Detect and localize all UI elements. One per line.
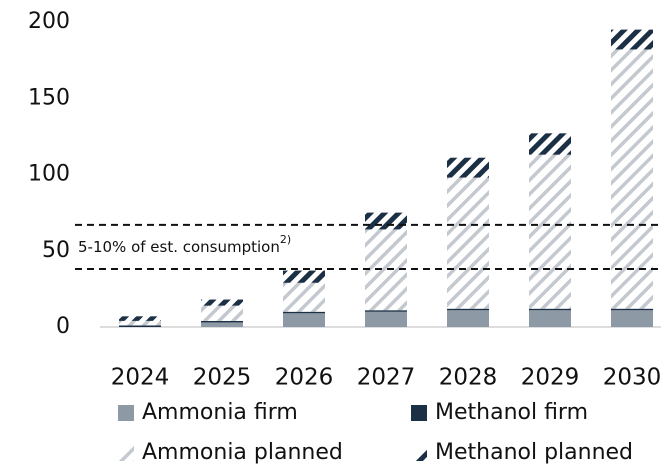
bar-segment — [447, 308, 489, 311]
y-tick-label: 100 — [28, 162, 70, 187]
bar-segment — [283, 313, 325, 327]
legend-label: Methanol planned — [435, 440, 633, 465]
bar-segment — [447, 157, 489, 178]
bar-segment — [365, 311, 407, 327]
legend-label: Ammonia firm — [142, 400, 298, 425]
bar-segment — [611, 310, 653, 327]
y-tick-label: 50 — [42, 238, 70, 263]
bar-segment — [611, 308, 653, 311]
y-tick-label: 200 — [28, 9, 70, 34]
bar-segment — [283, 311, 325, 314]
x-tick-label: 2025 — [193, 365, 252, 391]
annotation: 5-10% of est. consumption2) — [78, 233, 291, 256]
bar-segment — [201, 322, 243, 327]
bar-segment — [201, 299, 243, 306]
bar-segment — [283, 270, 325, 283]
bar-segment — [529, 133, 571, 155]
bar-segment — [447, 177, 489, 309]
x-tick-label: 2030 — [603, 365, 661, 391]
bar-segment — [447, 310, 489, 327]
annotation-note: 2) — [280, 233, 291, 246]
bar-segment — [529, 154, 571, 309]
bar-segment — [283, 282, 325, 312]
bar-segment — [529, 308, 571, 311]
legend-label: Ammonia planned — [142, 440, 343, 465]
legend-swatch — [411, 445, 427, 461]
bar-segment — [119, 320, 161, 326]
x-tick-label: 2027 — [357, 365, 416, 391]
bar-segment — [611, 49, 653, 309]
bar-segment — [365, 212, 407, 230]
x-tick-label: 2024 — [111, 365, 170, 391]
bar-segment — [201, 305, 243, 321]
annotation-text: 5-10% of est. consumption — [78, 238, 280, 256]
bar-segment — [365, 310, 407, 312]
x-tick-label: 2026 — [275, 365, 334, 391]
bar-segment — [611, 29, 653, 50]
y-tick-label: 0 — [56, 314, 70, 339]
bar-segment — [201, 320, 243, 323]
y-tick-label: 150 — [28, 85, 70, 110]
bar-segment — [529, 310, 571, 327]
legend-swatch — [411, 405, 427, 421]
x-tick-label: 2028 — [439, 365, 498, 391]
bar-segment — [119, 325, 161, 327]
x-tick-label: 2029 — [521, 365, 580, 391]
legend-swatch — [118, 445, 134, 461]
legend-swatch — [118, 405, 134, 421]
legend-label: Methanol firm — [435, 400, 588, 425]
bar-segment — [119, 316, 161, 321]
